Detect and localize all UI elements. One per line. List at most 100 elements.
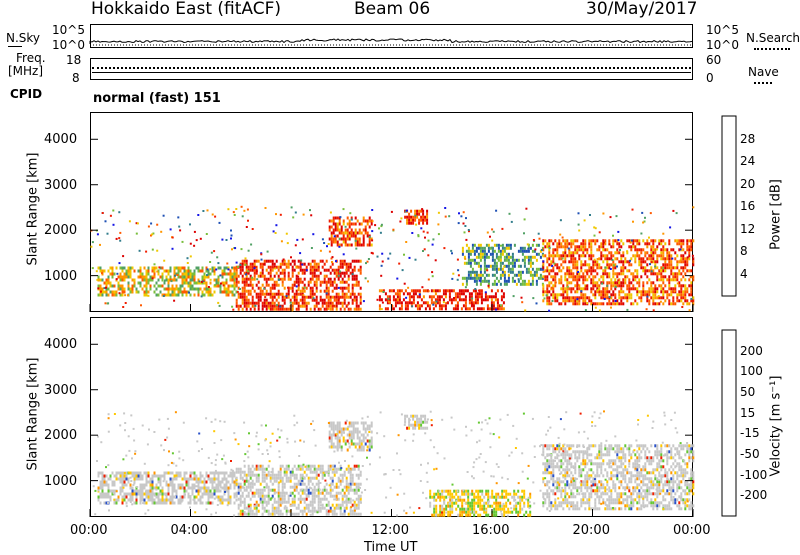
- echo-cell: [692, 299, 694, 302]
- echo-cell: [236, 471, 238, 474]
- echo-cell: [576, 239, 578, 242]
- echo-cell: [500, 259, 502, 262]
- echo-cell: [459, 514, 461, 517]
- echo-cell: [196, 267, 198, 270]
- echo-cell: [318, 504, 320, 507]
- echo-cell: [532, 262, 534, 265]
- echo-cell: [170, 288, 172, 291]
- echo-cell: [538, 268, 540, 271]
- echo-cell: [174, 484, 176, 487]
- echo-cell: [98, 294, 100, 297]
- echo-cell: [230, 276, 232, 279]
- echo-cell: [344, 495, 346, 498]
- freq-tick-bottom: 8: [72, 72, 80, 84]
- echo-cell: [606, 287, 608, 290]
- echo-cell: [238, 489, 240, 492]
- echo-cell: [524, 280, 526, 283]
- echo-cell: [146, 481, 148, 484]
- echo-cell: [403, 298, 405, 301]
- echo-cell: [464, 258, 466, 260]
- echo-cell: [336, 308, 338, 311]
- echo-cell: [513, 505, 515, 508]
- echo-cell: [686, 245, 688, 248]
- echo-cell: [342, 287, 344, 290]
- echo-cell: [494, 244, 496, 247]
- echo-cell: [339, 232, 341, 235]
- echo-cell: [686, 263, 688, 266]
- echo-cell: [347, 238, 349, 241]
- echo-cell: [178, 487, 180, 490]
- echo-cell: [472, 247, 474, 250]
- echo-cell: [558, 486, 560, 489]
- echo-cell: [608, 257, 610, 260]
- echo-cell: [407, 287, 409, 289]
- echo-cell: [142, 279, 144, 282]
- echo-cell: [356, 486, 358, 489]
- echo-cell: [457, 279, 459, 281]
- echo-cell: [570, 242, 572, 245]
- echo-cell: [336, 471, 338, 474]
- echo-cell: [282, 483, 284, 486]
- echo-cell: [324, 275, 326, 278]
- echo-cell: [344, 510, 346, 513]
- echo-cell: [451, 278, 453, 280]
- echo-cell: [464, 277, 466, 280]
- echo-cell: [562, 462, 564, 465]
- echo-cell: [622, 242, 624, 245]
- echo-cell: [308, 284, 310, 287]
- echo-cell: [521, 297, 523, 299]
- echo-cell: [616, 242, 618, 245]
- echo-cell: [112, 270, 114, 273]
- echo-cell: [301, 264, 303, 266]
- echo-cell: [485, 295, 487, 298]
- echo-cell: [250, 263, 252, 266]
- echo-cell: [180, 267, 182, 270]
- echo-cell: [172, 478, 174, 481]
- echo-cell: [670, 248, 672, 251]
- echo-cell: [174, 475, 176, 478]
- echo-cell: [120, 267, 122, 270]
- echo-cell: [590, 269, 592, 272]
- echo-cell: [614, 278, 616, 281]
- echo-cell: [674, 284, 676, 287]
- echo-cell: [188, 273, 190, 276]
- echo-cell: [465, 493, 467, 496]
- echo-cell: [650, 257, 652, 260]
- echo-cell: [622, 302, 624, 305]
- echo-cell: [314, 272, 316, 275]
- echo-cell: [644, 251, 646, 254]
- echo-cell: [188, 502, 190, 505]
- echo-cell: [475, 298, 477, 301]
- echo-cell: [272, 507, 274, 510]
- echo-cell: [356, 260, 358, 263]
- echo-cell: [236, 269, 238, 272]
- echo-cell: [512, 262, 514, 265]
- echo-cell: [306, 296, 308, 299]
- echo-cell: [152, 277, 154, 279]
- echo-cell: [483, 502, 485, 505]
- echo-cell: [336, 293, 338, 296]
- echo-cell: [266, 293, 268, 296]
- echo-cell: [480, 277, 482, 280]
- echo-cell: [648, 302, 650, 305]
- echo-cell: [470, 250, 472, 253]
- echo-cell: [640, 251, 642, 254]
- echo-cell: [176, 285, 178, 288]
- echo-cell: [274, 477, 276, 480]
- echo-cell: [232, 481, 234, 484]
- echo-cell: [478, 256, 480, 259]
- echo-cell: [192, 288, 194, 291]
- echo-cell: [614, 281, 616, 284]
- echo-cell: [308, 495, 310, 498]
- echo-cell: [318, 308, 320, 311]
- echo-cell: [670, 260, 672, 263]
- echo-cell: [222, 270, 224, 273]
- echo-cell: [424, 216, 426, 219]
- echo-cell: [336, 483, 338, 486]
- echo-cell: [494, 283, 496, 286]
- echo-cell: [336, 287, 338, 290]
- echo-cell: [278, 489, 280, 492]
- echo-cell: [684, 260, 686, 263]
- echo-cell: [503, 292, 505, 295]
- echo-cell: [108, 490, 110, 493]
